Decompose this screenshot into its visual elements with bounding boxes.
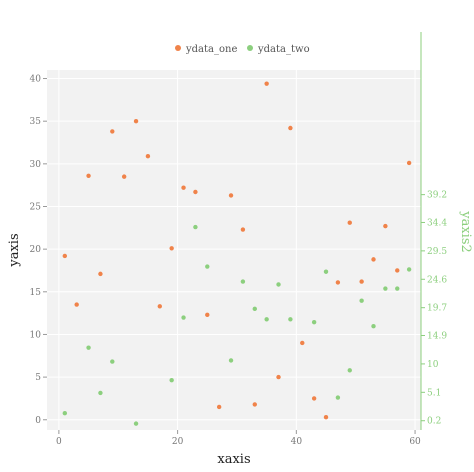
point-ydata-one — [359, 279, 364, 284]
y-tick-label: 0 — [35, 416, 41, 426]
point-ydata-two — [395, 286, 400, 291]
point-ydata-two — [323, 269, 329, 274]
point-ydata-one — [145, 153, 151, 159]
point-ydata-two — [193, 224, 198, 230]
point-ydata-one — [74, 302, 79, 307]
point-ydata-one — [133, 118, 139, 124]
point-ydata-one — [311, 396, 317, 401]
y-tick-label: 20 — [30, 245, 42, 255]
point-ydata-two — [62, 410, 68, 416]
y2-tick-label: 5.1 — [427, 388, 441, 398]
legend-label-ydata-two: ydata_two — [257, 44, 310, 55]
y2-tick-label: 34.4 — [427, 218, 447, 228]
point-ydata-two — [240, 279, 246, 284]
point-ydata-one — [193, 189, 198, 195]
point-ydata-one — [181, 185, 186, 190]
point-ydata-two — [359, 298, 364, 303]
y-tick-label: 5 — [35, 373, 41, 383]
point-ydata-one — [121, 174, 127, 179]
point-ydata-one — [169, 246, 174, 251]
legend-label-ydata-one: ydata_one — [185, 44, 237, 55]
point-ydata-two — [276, 282, 281, 287]
point-ydata-two — [133, 421, 139, 426]
point-ydata-one — [216, 404, 222, 410]
y-axis: 0 5 10 15 20 25 30 35 40 — [30, 75, 47, 426]
point-ydata-one — [228, 193, 234, 198]
point-ydata-one — [383, 223, 388, 229]
y2-axis-title: yaxis2 — [458, 210, 473, 253]
point-ydata-two — [98, 390, 103, 396]
x-tick-label: 20 — [172, 437, 184, 447]
point-ydata-two — [181, 315, 186, 320]
y-axis-title: yaxis — [7, 233, 22, 267]
y2-tick-label: 19.7 — [427, 304, 447, 314]
point-ydata-one — [240, 227, 246, 232]
x-tick-label: 60 — [409, 437, 421, 447]
point-ydata-one — [371, 257, 376, 262]
point-ydata-two — [252, 306, 257, 312]
point-ydata-two — [288, 317, 293, 322]
y-tick-label: 10 — [30, 330, 42, 340]
point-ydata-one — [62, 253, 68, 259]
y-tick-label: 30 — [30, 160, 42, 170]
point-ydata-one — [323, 415, 329, 420]
x-axis-title: xaxis — [217, 452, 250, 467]
point-ydata-two — [86, 345, 91, 350]
point-ydata-two — [228, 358, 234, 363]
y2-tick-label: 29.5 — [427, 247, 447, 257]
point-ydata-one — [335, 280, 341, 285]
point-ydata-one — [252, 402, 257, 407]
point-ydata-two — [169, 377, 174, 383]
x-tick-label: 40 — [291, 437, 303, 447]
point-ydata-one — [205, 312, 210, 318]
y-tick-label: 35 — [30, 117, 42, 127]
point-ydata-one — [395, 268, 400, 273]
x-tick-label: 0 — [56, 437, 62, 447]
point-ydata-one — [347, 220, 352, 225]
point-ydata-one — [300, 340, 305, 346]
y2-axis: 0.2 5.1 10 14.9 19.7 24.6 29.5 34.4 39.2 — [420, 32, 447, 430]
point-ydata-one — [276, 374, 281, 380]
point-ydata-one — [264, 81, 269, 86]
grid-lines — [47, 70, 421, 430]
point-ydata-one — [406, 160, 412, 166]
point-ydata-one — [157, 304, 162, 309]
point-ydata-two — [406, 267, 412, 272]
point-ydata-two — [311, 319, 317, 325]
point-ydata-two — [335, 395, 341, 400]
point-ydata-one — [110, 129, 115, 134]
legend: ydata_one ydata_two — [175, 44, 310, 55]
point-ydata-two — [264, 317, 269, 322]
y2-tick-label: 39.2 — [427, 191, 447, 201]
point-ydata-one — [86, 173, 91, 178]
x-axis: 0 20 40 60 — [56, 430, 421, 447]
point-ydata-two — [205, 264, 210, 269]
y-tick-label: 25 — [30, 202, 42, 212]
legend-marker-ydata-two — [247, 45, 253, 51]
data-points — [62, 81, 412, 426]
legend-marker-ydata-one — [175, 45, 181, 51]
point-ydata-two — [383, 286, 388, 291]
point-ydata-two — [110, 359, 115, 364]
y2-tick-label: 0.2 — [427, 417, 441, 427]
y2-tick-label: 10 — [427, 360, 439, 370]
point-ydata-two — [371, 324, 376, 329]
plot-background — [47, 70, 421, 430]
point-ydata-two — [347, 368, 352, 373]
y-tick-label: 15 — [30, 288, 42, 298]
y2-tick-label: 14.9 — [427, 332, 447, 342]
y-tick-label: 40 — [30, 75, 42, 85]
point-ydata-one — [98, 271, 103, 277]
y2-tick-label: 24.6 — [427, 275, 447, 285]
point-ydata-one — [288, 125, 293, 131]
